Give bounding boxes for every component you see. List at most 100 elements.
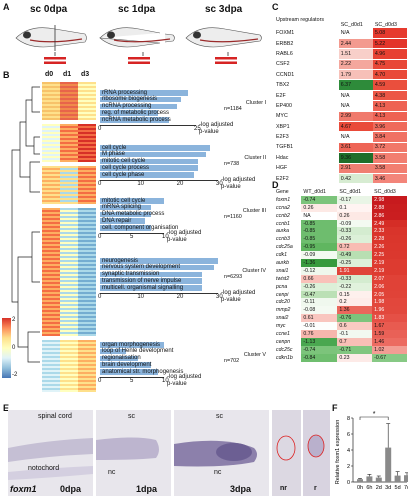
panel-a: sc 0dpa sc 1dpa sc 3dpa (10, 0, 270, 68)
gene-name: ccnb2 (276, 212, 290, 219)
panel-label-c: C (272, 2, 279, 12)
bar-7d (404, 475, 409, 482)
gene-row: cenpi -0.47 0.15 2.05 (276, 290, 407, 299)
panel-label-b: B (3, 70, 10, 80)
regulator-name: HGF (276, 165, 288, 172)
go-term-label: anatomical str. morphogenesis (102, 368, 184, 375)
scale-tick-minus2: -2 (12, 372, 18, 378)
panel-label-a: A (3, 2, 10, 12)
go-term-label: ncRNA metabolic process (102, 116, 171, 123)
cluster-count: n=702 (224, 358, 240, 365)
enrichment-bar (100, 110, 158, 116)
bar-0h (357, 479, 363, 482)
go-term-label: synaptic transmission (102, 271, 160, 278)
sc-d0d3-value: 4.70 (372, 69, 407, 81)
gene-row: cdc25a -0.95 0.72 2.26 (276, 243, 407, 252)
significance-star: * (373, 411, 376, 418)
enrichment-bar (100, 96, 181, 103)
sc-d0d1-value: 3.61 (338, 142, 373, 154)
fish-drawings (15, 25, 262, 64)
enrichment-bar (100, 285, 203, 291)
sc-d0d3-value: 1.59 (372, 330, 407, 338)
enrichment-bar (100, 204, 152, 211)
sc-d0d1-value: 0.6 (337, 322, 373, 331)
regulator-name: EP400 (276, 102, 292, 109)
label-nc-3dpa: nc (214, 469, 222, 476)
cluster-title: Cluster IV (242, 268, 266, 274)
axis-tick: 30 (216, 181, 223, 187)
axis-tick: 30 (216, 294, 223, 300)
sc-d0d3-value: 5.08 (372, 28, 407, 39)
sc-d0d3-value: 2.19 (372, 266, 407, 275)
sc-d0d3-value: 4.13 (372, 100, 407, 112)
header-sc-d0d3-d: SC_d0d3 (374, 188, 396, 195)
enrichment-bar (100, 348, 126, 355)
sc-d0d3-value: 3.96 (372, 121, 407, 133)
axis-tick: 0 (98, 126, 102, 132)
label-nr: nr (280, 485, 287, 492)
heatmap-block (60, 208, 78, 336)
sc-d0d1-value: -0.71 (337, 345, 373, 354)
gene-name: twist2 (276, 275, 290, 282)
wt-d0d1-value: -0.95 (301, 243, 338, 252)
cluster-axis (100, 232, 164, 234)
gene-row: cdc25c -0.74 -0.71 1.02 (276, 345, 407, 354)
sc-d0d1-value: N/A (338, 100, 373, 112)
wt-d0d1-value: -0.26 (301, 282, 338, 291)
axis-tick: 10 (162, 234, 169, 240)
gene-name: mmp2 (276, 307, 291, 314)
go-term-label: ribosome biogenesis (102, 96, 158, 103)
sc-d0d3-value: 1.98 (372, 298, 407, 307)
axis-tick: 0 (98, 294, 102, 300)
regulator-name: CCND1 (276, 71, 295, 78)
sc-d0d1-value: 0.1 (337, 203, 373, 212)
gene-row: cdkn1b -0.84 0.23 -0.67 (276, 353, 407, 362)
sc-d0d1-value: 2.91 (338, 163, 373, 174)
sc-d0d3-value: 2.25 (372, 251, 407, 260)
panel-label-e: E (3, 403, 10, 413)
header-sc-d0d1: SC_d0d1 (340, 22, 363, 28)
sc-d0d3-value: 4.59 (372, 79, 407, 91)
regulator-name: MYC (276, 113, 288, 120)
gene-name: cdc25a (276, 244, 293, 251)
regulator-row: CCND1 1.79 4.70 (276, 69, 407, 81)
stage-0dpa-title: sc 0dpa (30, 4, 68, 15)
wt-d0d1-value: -0.74 (301, 345, 338, 354)
sc-d0d1-value: 1.51 (338, 48, 373, 60)
enrichment-bar (100, 362, 152, 368)
enrichment-bar (100, 258, 218, 264)
gene-row: snai1 -0.12 1.91 2.19 (276, 266, 407, 275)
sc-d0d1-value: 0.2 (337, 298, 373, 307)
gene-name: aurkb (276, 259, 289, 266)
axis-tick: 10 (137, 294, 145, 300)
axis-title: -log adjusted p-value (221, 177, 256, 190)
regulator-row: E2F3 N/A 3.84 (276, 131, 407, 143)
cluster-count: n=1160 (224, 214, 242, 221)
cluster-count: n=1184 (224, 106, 242, 113)
cluster-count: n=6293 (224, 274, 243, 281)
heatmap-color-scale (2, 318, 11, 378)
axis-tick: 5 (130, 378, 134, 384)
sc-d0d1-value: 0.7 (337, 337, 373, 346)
enrichment-bar (100, 211, 152, 218)
sc-d0d1-value: 0.23 (337, 353, 373, 362)
axis-title: -log adjusted p-value (199, 122, 234, 135)
heatmap-block (60, 340, 78, 392)
enrichment-bar (100, 225, 152, 231)
sc-d0d3-value: 1.96 (372, 306, 407, 315)
regulator-name: CSF2 (276, 61, 290, 68)
axis-tick: 20 (176, 294, 184, 300)
wt-d0d1-value: -0.11 (301, 298, 338, 307)
insitu-3dpa-image (174, 410, 269, 496)
wt-d0d1-value: -0.74 (301, 195, 338, 204)
sc-d0d1-value: 0.72 (337, 243, 373, 252)
sc-d0d1-value: N/A (338, 90, 373, 102)
cluster-axis (100, 292, 218, 294)
go-term-label: ncRNA processing (102, 103, 152, 110)
gene-name: foxm1 (276, 196, 291, 203)
go-term-label: M phase (102, 151, 126, 158)
regulator-name: Hdac (276, 154, 289, 161)
regulator-name: ERBB2 (276, 40, 294, 47)
section-nr-image (272, 410, 301, 496)
